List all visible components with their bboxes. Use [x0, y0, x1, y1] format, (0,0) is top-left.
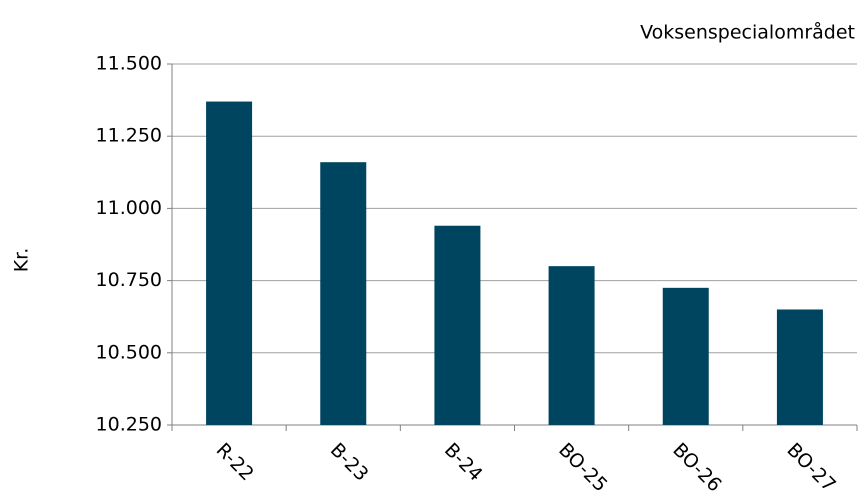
y-tick-label: 11.250 [96, 125, 162, 147]
x-tick-label: B-24 [440, 439, 487, 486]
y-tick-label: 11.500 [96, 53, 162, 75]
x-tick-label: B-23 [326, 439, 373, 486]
y-tick-label: 10.750 [96, 269, 162, 291]
bar [662, 287, 709, 425]
x-tick-label: R-22 [212, 439, 258, 485]
x-tick-label: BO-27 [782, 439, 839, 496]
bar [434, 225, 481, 425]
bar [776, 309, 823, 425]
y-axis-label: Kr. [11, 248, 33, 273]
x-tick-label: BO-26 [668, 439, 725, 496]
bar [206, 101, 253, 425]
y-tick-label: 10.250 [96, 414, 162, 436]
y-tick-label: 11.000 [96, 197, 162, 219]
chart-title: Voksenspecialområdet [640, 21, 855, 44]
bar [548, 266, 595, 425]
x-tick-label: BO-25 [554, 439, 611, 496]
bar [320, 162, 367, 425]
y-tick-label: 10.500 [96, 341, 162, 363]
